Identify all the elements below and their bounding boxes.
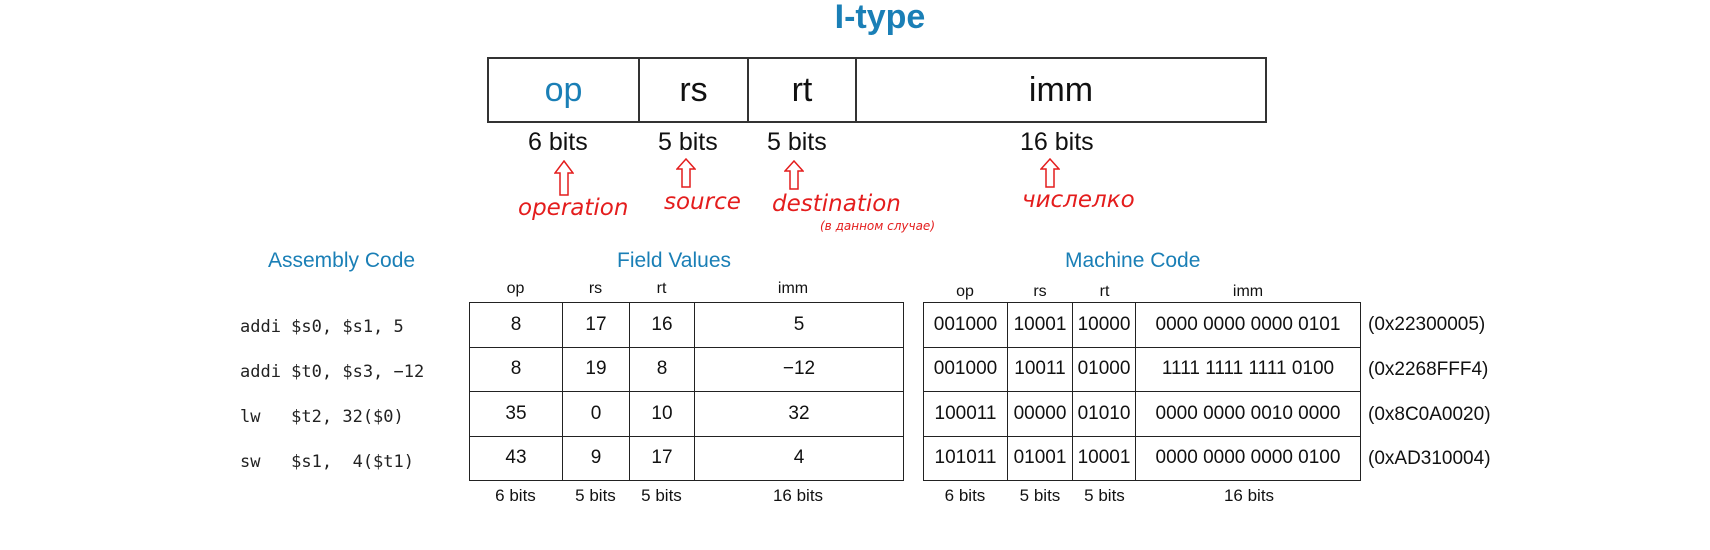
table-cell: 8 bbox=[629, 346, 695, 392]
table-cell: 10011 bbox=[1007, 346, 1073, 392]
table-cell: 0000 0000 0010 0000 bbox=[1135, 391, 1361, 437]
mc-col-op: op bbox=[956, 283, 974, 300]
table-row: 8 19 8 −12 bbox=[469, 346, 904, 392]
arrow-up-icon bbox=[676, 158, 696, 192]
asm-line: lw $t2, 32($0) bbox=[240, 407, 404, 427]
bits-rs: 5 bits bbox=[658, 128, 718, 156]
table-cell: 5 bbox=[694, 302, 904, 348]
bits-imm: 16 bits bbox=[1020, 128, 1094, 156]
arrow-up-icon bbox=[554, 160, 574, 196]
field-op: op bbox=[489, 59, 640, 121]
table-row: 001000 10001 10000 0000 0000 0000 0101 bbox=[923, 302, 1361, 348]
table-row: 100011 00000 01010 0000 0000 0010 0000 bbox=[923, 391, 1361, 437]
annotation-note: (в данном случае) bbox=[820, 219, 935, 233]
table-row: 001000 10011 01000 1111 1111 1111 0100 bbox=[923, 346, 1361, 392]
table-cell: 00000 bbox=[1007, 391, 1073, 437]
table-row: 35 0 10 32 bbox=[469, 391, 904, 437]
machine-code-table: 001000 10001 10000 0000 0000 0000 0101 0… bbox=[923, 302, 1361, 481]
page-title: I-type bbox=[834, 0, 926, 36]
arrow-up-icon bbox=[1040, 158, 1060, 192]
table-cell: 101011 bbox=[923, 435, 1008, 481]
table-cell: 01001 bbox=[1007, 435, 1073, 481]
fv-bits-rs: 5 bits bbox=[575, 486, 616, 505]
table-cell: 0 bbox=[562, 391, 630, 437]
fv-col-rt: rt bbox=[656, 280, 667, 297]
table-cell: 32 bbox=[694, 391, 904, 437]
fv-col-imm: imm bbox=[777, 280, 809, 297]
hex-value: (0x8C0A0020) bbox=[1368, 404, 1491, 425]
asm-line: addi $s0, $s1, 5 bbox=[240, 317, 404, 337]
table-cell: 35 bbox=[469, 391, 563, 437]
table-cell: 01010 bbox=[1072, 391, 1136, 437]
mc-col-rt: rt bbox=[1099, 283, 1110, 300]
hex-value: (0x22300005) bbox=[1368, 314, 1486, 335]
hex-value: (0xAD310004) bbox=[1368, 448, 1491, 469]
table-cell: 17 bbox=[629, 435, 695, 481]
fv-bits-rt: 5 bits bbox=[641, 486, 682, 505]
table-cell: 17 bbox=[562, 302, 630, 348]
mc-bits-rs: 5 bits bbox=[1019, 486, 1061, 505]
table-cell: −12 bbox=[694, 346, 904, 392]
field-imm: imm bbox=[1028, 70, 1094, 109]
i-type-format-box: op rs rt imm bbox=[487, 57, 1267, 123]
fv-col-rs: rs bbox=[588, 280, 603, 297]
annotation-operation: operation bbox=[518, 195, 629, 221]
bits-rt: 5 bits bbox=[767, 128, 827, 156]
mc-bits-rt: 5 bits bbox=[1084, 486, 1125, 505]
table-cell: 16 bbox=[629, 302, 695, 348]
heading-assembly-code: Assembly Code bbox=[268, 249, 416, 272]
table-row: 8 17 16 5 bbox=[469, 302, 904, 348]
table-cell: 001000 bbox=[923, 302, 1008, 348]
table-cell: 001000 bbox=[923, 346, 1008, 392]
annotation-destination: destination bbox=[772, 191, 901, 217]
mc-col-imm: imm bbox=[1232, 283, 1264, 300]
mc-col-rs: rs bbox=[1033, 283, 1047, 300]
field-rs: rs bbox=[640, 59, 749, 121]
table-cell: 43 bbox=[469, 435, 563, 481]
field-rt: rt bbox=[749, 59, 857, 121]
arrow-up-icon bbox=[784, 160, 804, 194]
bits-op: 6 bits bbox=[528, 128, 588, 156]
table-cell: 10001 bbox=[1007, 302, 1073, 348]
table-cell: 0000 0000 0000 0100 bbox=[1135, 435, 1361, 481]
table-cell: 4 bbox=[694, 435, 904, 481]
table-cell: 10 bbox=[629, 391, 695, 437]
mc-bits-imm: 16 bits bbox=[1223, 486, 1275, 505]
table-cell: 9 bbox=[562, 435, 630, 481]
table-cell: 1111 1111 1111 0100 bbox=[1135, 346, 1361, 392]
fv-col-op: op bbox=[506, 280, 525, 297]
table-cell: 100011 bbox=[923, 391, 1008, 437]
table-cell: 8 bbox=[469, 346, 563, 392]
heading-field-values: Field Values bbox=[617, 249, 732, 272]
asm-line: addi $t0, $s3, −12 bbox=[240, 362, 425, 382]
table-cell: 0000 0000 0000 0101 bbox=[1135, 302, 1361, 348]
table-row: 43 9 17 4 bbox=[469, 435, 904, 481]
table-cell: 10000 bbox=[1072, 302, 1136, 348]
table-cell: 01000 bbox=[1072, 346, 1136, 392]
asm-line: sw $s1, 4($t1) bbox=[240, 452, 414, 472]
table-cell: 8 bbox=[469, 302, 563, 348]
annotation-source: source bbox=[664, 189, 741, 215]
heading-machine-code: Machine Code bbox=[1065, 249, 1201, 272]
field-values-table: 8 17 16 5 8 19 8 −12 35 0 10 32 43 9 17 … bbox=[469, 302, 904, 481]
mc-bits-op: 6 bits bbox=[944, 486, 986, 505]
fv-bits-op: 6 bits bbox=[495, 486, 536, 505]
hex-value: (0x2268FFF4) bbox=[1368, 359, 1489, 380]
annotation-immediate: числелко bbox=[1022, 187, 1135, 213]
fv-bits-imm: 16 bits bbox=[772, 486, 824, 505]
table-cell: 10001 bbox=[1072, 435, 1136, 481]
table-cell: 19 bbox=[562, 346, 630, 392]
table-row: 101011 01001 10001 0000 0000 0000 0100 bbox=[923, 435, 1361, 481]
